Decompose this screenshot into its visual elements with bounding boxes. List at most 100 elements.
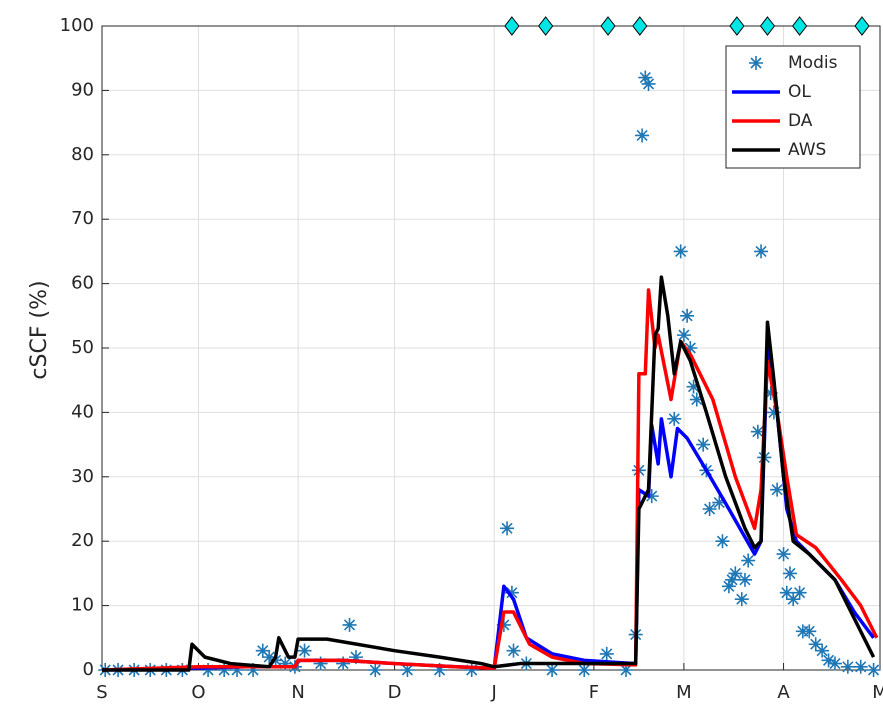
event-marker [854, 16, 870, 36]
y-tick-label: 100 [60, 15, 94, 36]
scatter-point [348, 650, 363, 665]
scatter-point [336, 656, 351, 671]
x-tick-label: A [777, 682, 790, 703]
y-axis-label: cSCF (%) [27, 280, 52, 379]
y-tick-label: 90 [71, 79, 94, 100]
event-marker [791, 16, 808, 36]
x-tick-label: S [96, 682, 107, 703]
y-tick-label: 30 [71, 466, 94, 487]
scatter-point [504, 585, 519, 600]
scatter-point [770, 482, 785, 497]
y-tick-label: 10 [71, 595, 94, 616]
scatter-point [673, 244, 688, 259]
scatter-point [734, 592, 749, 607]
y-tick-label: 20 [71, 530, 94, 551]
scatter-point [246, 663, 261, 677]
scatter-point [255, 643, 270, 658]
scatter-point [712, 495, 727, 510]
scatter-point [641, 76, 656, 91]
plot-frame [101, 25, 881, 671]
scatter-point [545, 663, 560, 677]
scatter-point [766, 405, 781, 420]
scatter-point [853, 659, 868, 674]
y-tick-label: 60 [71, 273, 94, 294]
legend-symbol [749, 56, 763, 70]
scatter-point [815, 643, 830, 658]
scatter-point [368, 663, 383, 677]
scatter-point [686, 379, 701, 394]
scatter-point [741, 553, 756, 568]
scatter-point [432, 663, 447, 677]
scatter-point [725, 572, 740, 587]
scatter-point [821, 653, 836, 668]
scatter-point [297, 643, 312, 658]
scatter-point [840, 659, 855, 674]
scatter-point [702, 502, 717, 516]
x-tick-label: O [191, 682, 205, 703]
x-tick-label: M [676, 682, 692, 703]
scatter-point [728, 566, 743, 581]
scatter-point [866, 663, 881, 677]
scatter-point [827, 656, 842, 671]
event-marker [729, 16, 745, 36]
legend-label: AWS [788, 140, 826, 160]
line [102, 275, 876, 672]
y-tick-label: 80 [71, 144, 94, 165]
scatter-point [599, 646, 614, 661]
x-tick-label: M [872, 682, 883, 703]
event-marker [504, 16, 520, 36]
scatter-point [667, 411, 682, 426]
scatter-point [400, 663, 415, 677]
scatter-point [750, 424, 765, 439]
scatter-point [201, 663, 216, 677]
scatter-point [763, 386, 778, 401]
scatter-point [776, 547, 791, 562]
y-tick-label: 0 [83, 659, 94, 680]
legend-label: Modis [788, 53, 838, 73]
scatter-point [792, 585, 807, 600]
scatter-point [680, 308, 695, 323]
scatter-point [696, 437, 711, 452]
scatter-point [217, 663, 232, 677]
x-tick-label: D [388, 682, 402, 703]
scatter-point [754, 244, 769, 259]
y-tick-label: 40 [71, 401, 94, 422]
scatter-point [313, 656, 328, 671]
scatter-point [635, 128, 650, 143]
event-marker [632, 16, 648, 36]
x-tick-label: N [291, 682, 304, 703]
legend-label: DA [788, 111, 813, 131]
scatter-point [577, 663, 592, 677]
scatter-point [496, 617, 511, 632]
scatter-point [644, 489, 659, 504]
scatter-point [689, 392, 704, 407]
scatter-point [808, 637, 823, 652]
scatter-point [506, 643, 521, 658]
y-tick-label: 50 [71, 337, 94, 358]
x-tick-label: J [491, 682, 497, 703]
scatter-point [268, 653, 283, 668]
event-marker [600, 16, 616, 36]
scatter-point [715, 534, 730, 549]
scatter-point [676, 328, 691, 343]
scatter-point [683, 341, 698, 355]
scatter-point [342, 617, 357, 632]
scatter-point [262, 650, 277, 665]
scatter-point [230, 663, 245, 677]
scatter-point [802, 624, 817, 639]
scatter-point [500, 521, 515, 536]
scatter-point [737, 572, 752, 587]
scatter-point [278, 656, 293, 671]
legend-label: OL [788, 82, 811, 102]
line [101, 288, 879, 672]
scatter-point [638, 70, 653, 85]
scatter-point [779, 585, 794, 600]
scatter-point [786, 592, 801, 607]
scatter-point [721, 579, 736, 594]
y-tick-label: 70 [71, 208, 94, 229]
event-marker [538, 16, 554, 36]
scatter-point [782, 566, 797, 581]
scatter-point [464, 663, 479, 677]
legend-box [725, 45, 861, 169]
event-marker [759, 16, 776, 36]
